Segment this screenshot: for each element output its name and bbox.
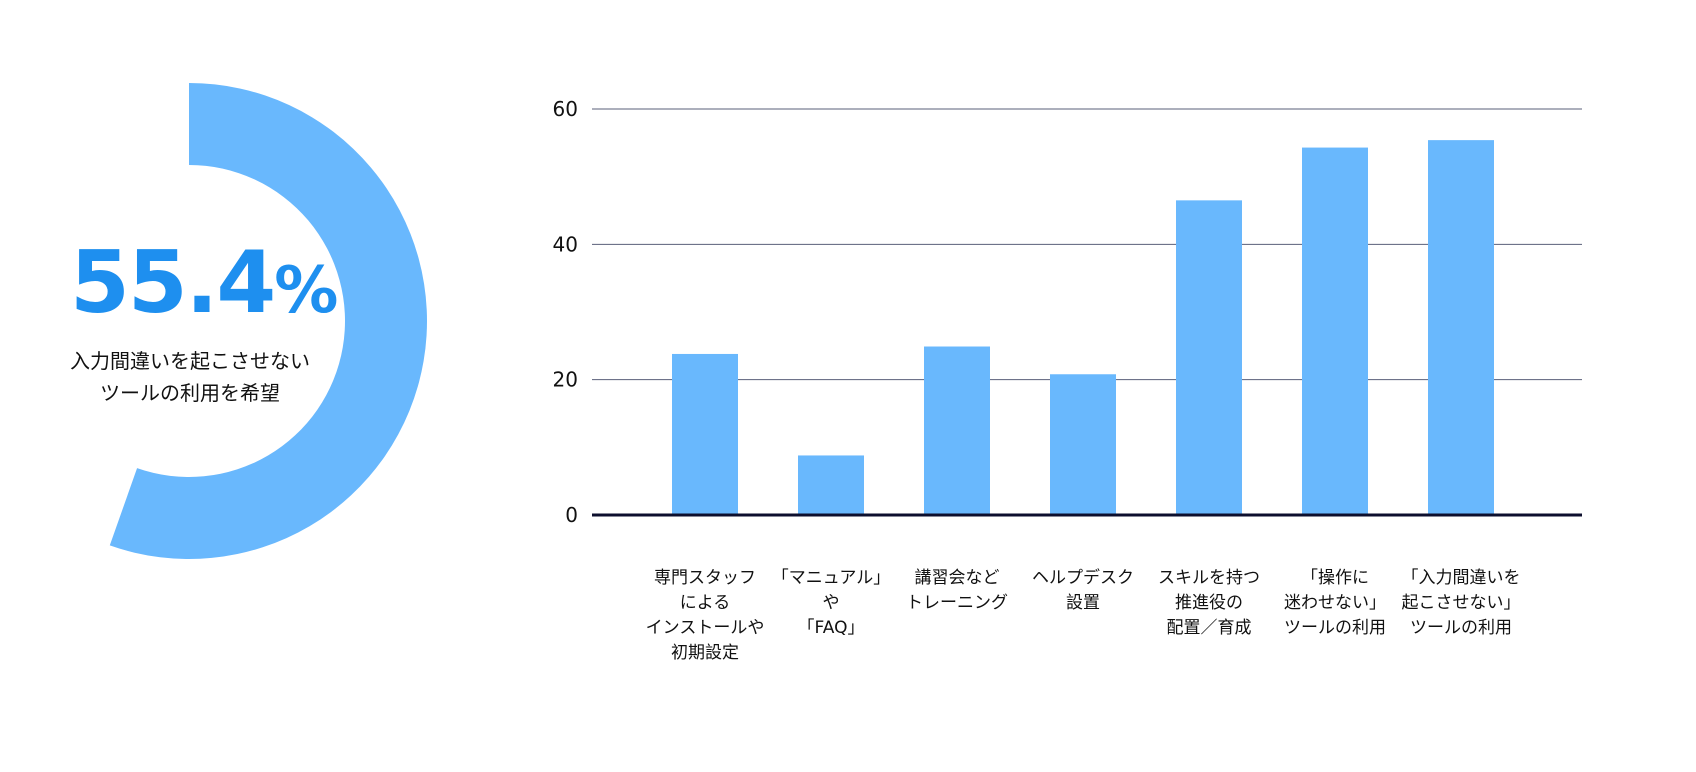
donut-ring (109, 83, 427, 559)
donut-chart: 55.4% 入力間違いを起こさせない ツールの利用を希望 (0, 0, 460, 772)
y-tick-label: 40 (553, 232, 578, 256)
y-tick-label: 20 (553, 368, 578, 392)
x-category-label-text: 「入力間違いを 起こさせない」 ツールの利用 (1396, 566, 1526, 641)
x-category-label-line: 推進役の (1175, 593, 1243, 613)
donut-percentage: 55.4% (70, 240, 338, 326)
y-tick-label: 60 (553, 97, 578, 121)
donut-caption-line2: ツールの利用を希望 (100, 381, 280, 405)
x-category-label-text: スキルを持つ 推進役の配置／育成 (1144, 566, 1274, 641)
x-category-label: 「入力間違いを起こさせない」ツールの利用 (1396, 566, 1526, 641)
bar-7 (1428, 140, 1494, 516)
x-category-label-line: スキルを持つ (1158, 568, 1260, 588)
donut-percentage-unit: % (274, 254, 338, 328)
x-category-label-text: 講習会などトレーニング (892, 566, 1022, 616)
y-tick-label: 0 (565, 503, 578, 527)
x-category-label-line: 「マニュアル」 (771, 568, 891, 588)
bar-4 (1050, 374, 1116, 515)
donut-segment (109, 83, 427, 559)
x-category-label-line: 講習会など (914, 568, 1000, 588)
x-category-label-line: 配置／育成 (1166, 618, 1252, 638)
x-category-label-line: 設置 (1066, 593, 1100, 613)
x-category-label-line: 「操作に (1301, 568, 1369, 588)
x-category-label: 「マニュアル」や「FAQ」 (766, 566, 896, 641)
x-category-label-line: による (679, 593, 731, 613)
x-category-label-text: 「マニュアル」や「FAQ」 (766, 566, 896, 641)
x-category-label-line: 「FAQ」 (797, 618, 865, 638)
x-category-label-line: 「入力間違いを (1401, 568, 1521, 588)
donut-percentage-number: 55.4 (70, 233, 276, 333)
bar-5 (1176, 200, 1242, 515)
donut-caption-line1: 入力間違いを起こさせない (70, 349, 310, 373)
x-category-label-line: や (822, 593, 840, 613)
x-category-label-line: ツールの利用 (1410, 618, 1512, 638)
donut-caption: 入力間違いを起こさせない ツールの利用を希望 (40, 345, 340, 409)
x-category-label-text: 専門スタッフ によるインストールや 初期設定 (640, 566, 770, 666)
x-category-label-text: ヘルプデスク 設置 (1018, 566, 1148, 616)
x-category-label-line: トレーニング (906, 593, 1008, 613)
x-category-label-line: ツールの利用 (1284, 618, 1386, 638)
bar-3 (924, 346, 990, 515)
x-category-label-line: インストールや (645, 618, 765, 638)
bar-1 (672, 353, 738, 515)
x-category-label-line: ヘルプデスク (1032, 568, 1134, 588)
x-category-label-line: 起こさせない」 (1401, 593, 1521, 613)
bar-6 (1302, 147, 1368, 515)
x-category-label-text: 「操作に迷わせない」 ツールの利用 (1270, 566, 1400, 641)
x-category-label-line: 迷わせない」 (1284, 593, 1386, 613)
bar-2 (798, 455, 864, 515)
x-category-label-line: 初期設定 (671, 643, 739, 663)
x-category-label-line: 専門スタッフ (654, 568, 756, 588)
